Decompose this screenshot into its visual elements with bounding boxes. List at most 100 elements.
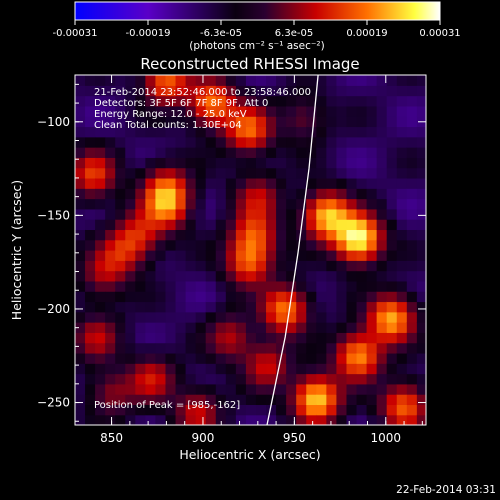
- heatmap-cell: [185, 280, 197, 292]
- heatmap-cell: [215, 260, 227, 272]
- heatmap-cell: [376, 414, 388, 425]
- heatmap-cell: [316, 167, 327, 179]
- heatmap-cell: [255, 85, 267, 97]
- heatmap-cell: [386, 188, 398, 200]
- heatmap-cell: [376, 126, 388, 138]
- heatmap-cell: [376, 95, 388, 107]
- heatmap-cell: [105, 322, 116, 333]
- heatmap-cell: [286, 250, 297, 261]
- heatmap-cell: [356, 332, 368, 344]
- heatmap-cell: [155, 188, 167, 200]
- heatmap-cell: [185, 352, 197, 364]
- heatmap-cell: [115, 95, 126, 107]
- heatmap-cell: [316, 404, 327, 416]
- heatmap-cell: [155, 136, 167, 148]
- y-axis-label: Heliocentric Y (arcsec): [9, 180, 24, 320]
- heatmap-cell: [135, 383, 146, 395]
- heatmap-cell: [296, 136, 307, 148]
- heatmap-cell: [225, 85, 237, 97]
- heatmap-cell: [266, 126, 277, 138]
- chart-title: Reconstructed RHESSI Image: [140, 55, 359, 73]
- colorbar: -0.00031 -0.00019 -6.3e-05 6.3e-05 0.00019 0.…: [53, 1, 461, 52]
- heatmap-cell: [75, 136, 86, 148]
- heatmap-cell: [316, 105, 327, 117]
- heatmap-cell: [165, 414, 177, 425]
- heatmap-cell: [75, 229, 86, 241]
- heatmap-cell: [286, 105, 297, 117]
- heatmap-cell: [316, 177, 327, 189]
- heatmap-cell: [75, 208, 86, 220]
- heatmap-cell: [356, 136, 368, 148]
- heatmap-cell: [145, 239, 157, 251]
- heatmap-cell: [105, 198, 116, 210]
- heatmap-cell: [145, 260, 157, 272]
- heatmap-cell: [376, 373, 388, 385]
- heatmap-cell: [376, 280, 388, 292]
- heatmap-cell: [316, 352, 327, 364]
- heatmap-cell: [296, 177, 307, 189]
- heatmap-cell: [396, 126, 408, 138]
- heatmap-cell: [336, 105, 348, 117]
- heatmap-cell: [396, 311, 408, 323]
- heatmap-cell: [406, 352, 418, 364]
- heatmap-cell: [205, 332, 217, 344]
- heatmap-cell: [346, 352, 358, 364]
- heatmap-cell: [165, 311, 177, 323]
- heatmap-cell: [205, 157, 217, 169]
- footer-date: 22-Feb-2014 03:31: [396, 484, 496, 496]
- heatmap-cell: [416, 208, 426, 220]
- heatmap-cell: [235, 229, 247, 241]
- heatmap-cell: [205, 414, 217, 425]
- heatmap-cell: [346, 105, 358, 117]
- heatmap-cell: [386, 291, 398, 303]
- heatmap-cell: [316, 394, 327, 406]
- heatmap-cell: [225, 188, 237, 200]
- heatmap-cell: [366, 208, 378, 220]
- heatmap-cell: [386, 229, 398, 241]
- heatmap-cell: [235, 414, 247, 425]
- heatmap-cell: [145, 342, 157, 354]
- heatmap-cell: [266, 311, 277, 323]
- heatmap-cell: [255, 332, 267, 344]
- heatmap-cell: [356, 198, 368, 210]
- heatmap-cell: [346, 394, 358, 406]
- annotation-line: 21-Feb-2014 23:52:46.000 to 23:58:46.000: [94, 87, 311, 98]
- heatmap-cell: [336, 404, 348, 416]
- heatmap-cell: [306, 260, 317, 272]
- colorbar-unit-label: (photons cm⁻² s⁻¹ asec⁻²): [189, 40, 324, 52]
- heatmap-cell: [366, 342, 378, 354]
- heatmap-cell: [165, 280, 177, 292]
- heatmap-cell: [85, 85, 96, 97]
- heatmap-cell: [336, 126, 348, 138]
- heatmap-cell: [366, 177, 378, 189]
- heatmap-cell: [235, 404, 247, 416]
- heatmap-cell: [75, 75, 86, 86]
- heatmap-cell: [195, 198, 207, 210]
- heatmap-cell: [165, 394, 177, 406]
- heatmap-cell: [145, 105, 157, 117]
- heatmap-cell: [125, 177, 136, 189]
- heatmap-cell: [195, 291, 207, 303]
- heatmap-cell: [105, 239, 116, 251]
- heatmap-cell: [105, 301, 116, 313]
- heatmap-cell: [125, 157, 136, 169]
- heatmap-cell: [125, 383, 136, 395]
- heatmap-cell: [205, 239, 217, 251]
- heatmap-cell: [135, 105, 146, 117]
- heatmap-cell: [75, 85, 86, 97]
- colorbar-tick-label: -6.3e-05: [200, 28, 242, 39]
- heatmap-cell: [346, 157, 358, 169]
- heatmap-cell: [155, 198, 167, 210]
- heatmap-cell: [175, 177, 187, 189]
- heatmap-cell: [225, 219, 237, 231]
- x-tick-label: 950: [283, 431, 306, 445]
- heatmap-cell: [215, 363, 227, 375]
- heatmap-cell: [306, 404, 317, 416]
- heatmap-cell: [396, 383, 408, 395]
- heatmap-cell: [406, 147, 418, 158]
- heatmap-cell: [336, 208, 348, 220]
- heatmap-cell: [386, 85, 398, 97]
- heatmap-cell: [145, 311, 157, 323]
- heatmap-cell: [185, 188, 197, 200]
- heatmap-cell: [105, 147, 116, 158]
